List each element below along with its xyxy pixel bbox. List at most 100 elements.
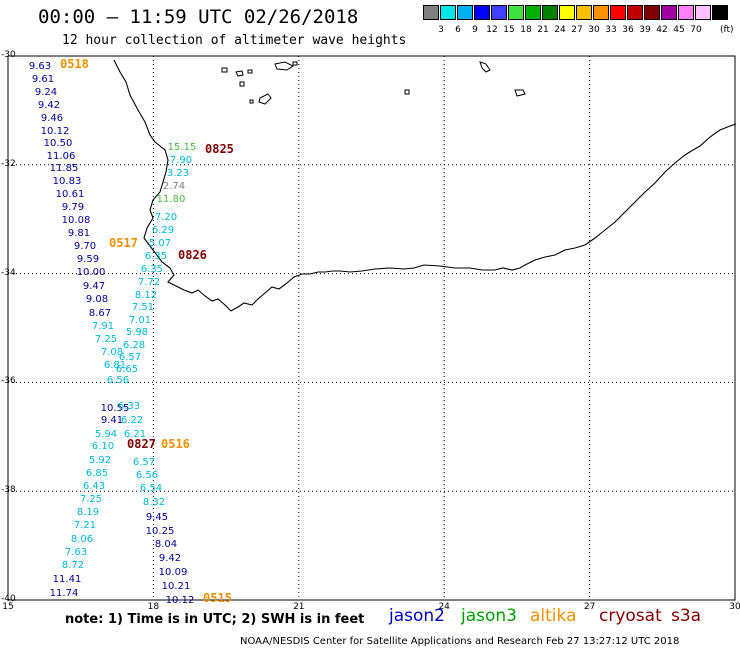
coastline (113, 59, 737, 312)
color-scale-label: 45 (673, 25, 685, 35)
swh-value: 9.61 (31, 74, 55, 85)
swh-value: 10.00 (76, 267, 106, 278)
swh-value: 11.41 (52, 574, 82, 585)
pass-time-label: 0827 (127, 437, 156, 451)
swh-value: 7.51 (131, 302, 155, 313)
color-scale-label: 36 (622, 25, 634, 35)
swh-value: 6.35 (140, 264, 164, 275)
swh-value: 9.42 (158, 553, 182, 564)
latitude-label: -36 (1, 376, 16, 387)
swh-value: 10.12 (165, 595, 195, 606)
latitude-label: -32 (1, 158, 16, 169)
pass-time-label: 0516 (161, 437, 190, 451)
swh-value: 10.09 (158, 567, 188, 578)
swh-value: 6.57 (118, 352, 142, 363)
swh-value: 9.70 (73, 241, 97, 252)
swh-value: 6.43 (82, 481, 106, 492)
longitude-label: 18 (147, 602, 160, 612)
footer-credit: NOAA/NESDIS Center for Satellite Applica… (240, 636, 680, 647)
swh-value: 11.74 (49, 588, 79, 599)
swh-value: 9.79 (61, 202, 85, 213)
swh-value: 8.06 (70, 534, 94, 545)
swh-value: 10.61 (55, 189, 85, 200)
swh-value: 11.06 (46, 151, 76, 162)
swh-value: 9.08 (85, 294, 109, 305)
color-swatch (661, 5, 677, 20)
swh-value: 9.46 (40, 113, 64, 124)
swh-value: 7.08 (100, 347, 124, 358)
color-scale-label: 15 (503, 25, 515, 35)
swh-value: 6.85 (85, 468, 109, 479)
swh-value: 9.41 (100, 415, 124, 426)
satellite-legend-cryosat: cryosat (599, 606, 662, 626)
color-swatch (576, 5, 592, 20)
color-swatch (423, 5, 439, 20)
color-swatch (525, 5, 541, 20)
longitude-label: 24 (438, 602, 450, 612)
map-title: 00:00 – 11:59 UTC 02/26/2018 (38, 6, 359, 28)
swh-value: 9.42 (37, 100, 61, 111)
color-scale-label: 21 (537, 25, 549, 35)
swh-value: 5.94 (94, 429, 118, 440)
islands (221, 61, 526, 105)
swh-value: 15.15 (167, 142, 197, 153)
color-swatch (559, 5, 575, 20)
swh-value: 3.23 (166, 168, 190, 179)
swh-value: 8.04 (154, 539, 178, 550)
latitude-label: -34 (1, 267, 16, 278)
pass-time-label: 0825 (205, 142, 234, 156)
swh-value: 7.01 (128, 315, 152, 326)
swh-value: 9.45 (145, 512, 169, 523)
map-frame (7, 55, 736, 601)
satellite-legend-altika: altika (530, 606, 577, 626)
map-subtitle: 12 hour collection of altimeter wave hei… (62, 33, 407, 48)
color-scale-label: 27 (571, 25, 583, 35)
swh-value: 10.50 (43, 138, 73, 149)
color-swatch (474, 5, 490, 20)
pass-time-label: 0517 (109, 236, 138, 250)
swh-value: 6.28 (122, 340, 146, 351)
swh-value: 6.81 (103, 360, 127, 371)
color-swatch (593, 5, 609, 20)
swh-value: 7.72 (137, 277, 161, 288)
pass-time-label: 0515 (203, 591, 232, 605)
color-swatch (542, 5, 558, 20)
swh-value: 10.25 (145, 526, 175, 537)
color-scale-label: 18 (520, 25, 532, 35)
color-scale-label: 24 (554, 25, 566, 35)
swh-value: 9.59 (76, 254, 100, 265)
longitude-label: 15 (2, 602, 14, 612)
color-swatch (712, 5, 728, 20)
color-scale-label: 9 (472, 25, 478, 35)
swh-value: 7.20 (154, 212, 178, 223)
graticule (8, 56, 735, 600)
color-swatch (610, 5, 626, 20)
color-swatch (491, 5, 507, 20)
swh-value: 6.35 (144, 251, 168, 262)
swh-value: 6.29 (151, 225, 175, 236)
color-scale-label: 42 (656, 25, 668, 35)
swh-value: 9.24 (34, 87, 58, 98)
color-swatch (508, 5, 524, 20)
swh-value: 7.25 (94, 334, 118, 345)
swh-value: 6.57 (132, 457, 156, 468)
color-swatch (440, 5, 456, 20)
latitude-label: -30 (1, 50, 16, 60)
color-swatch (678, 5, 694, 20)
color-scale-label: 39 (639, 25, 651, 35)
swh-value: 10.12 (40, 126, 70, 137)
satellite-legend-s3a: s3a (671, 606, 702, 626)
swh-value: 7.63 (64, 547, 88, 558)
satellite-legend-jason2: jason2 (389, 606, 445, 626)
color-swatch (457, 5, 473, 20)
footer-note: note: 1) Time is in UTC; 2) SWH is in fe… (65, 612, 365, 627)
swh-value: 5.92 (88, 455, 112, 466)
longitude-label: 21 (293, 602, 305, 612)
swh-value: 10.83 (52, 176, 82, 187)
latitude-label: -40 (1, 594, 16, 604)
swh-value: 6.33 (117, 401, 141, 412)
swh-value: 6.54 (139, 483, 163, 494)
swh-value: 8.32 (142, 497, 166, 508)
swh-value: 6.10 (91, 441, 115, 452)
swh-value: 11.80 (156, 194, 186, 205)
